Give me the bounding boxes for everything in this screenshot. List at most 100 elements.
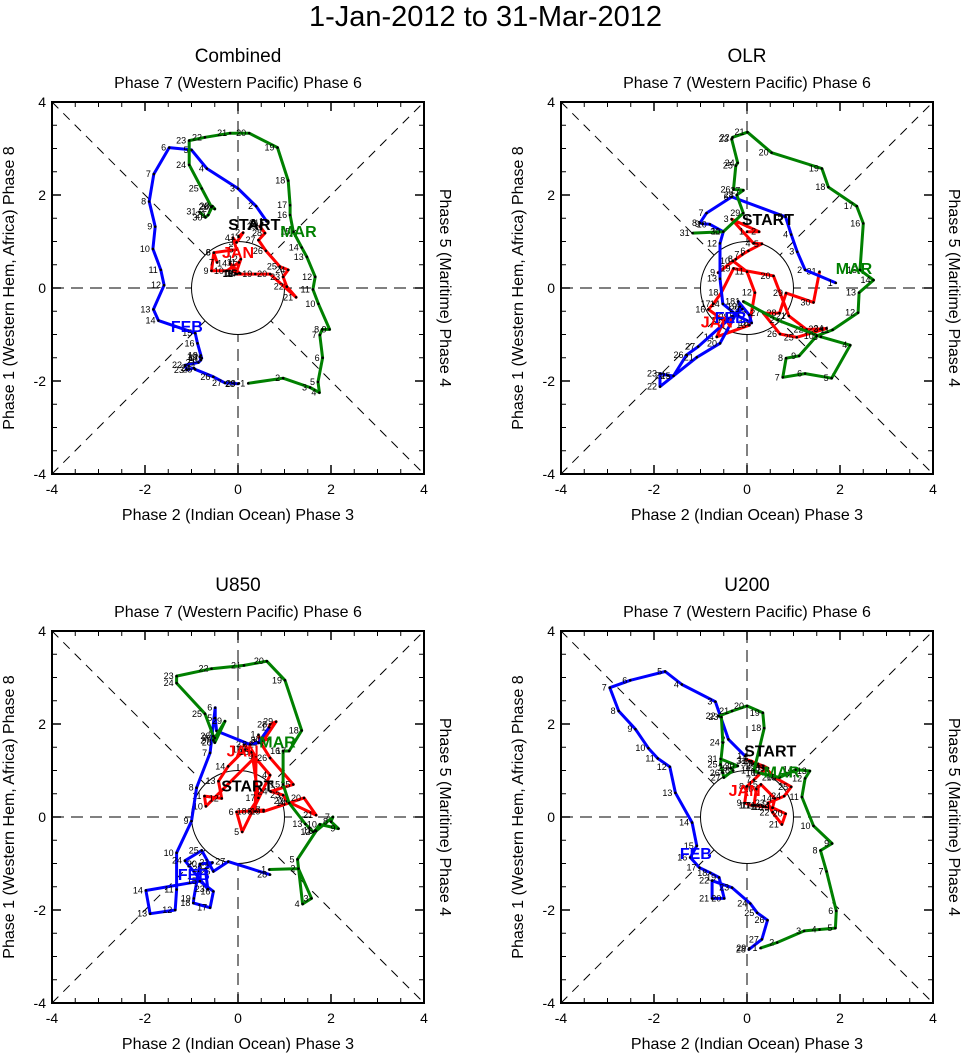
day-label: 22	[720, 132, 730, 142]
day-marker	[193, 331, 197, 335]
bottom-axis-label: Phase 2 (Indian Ocean) Phase 3	[631, 1036, 863, 1053]
y-tick-label: -2	[543, 373, 556, 389]
day-marker	[212, 375, 215, 379]
day-label: 9	[824, 839, 829, 849]
day-label: 23	[719, 883, 729, 893]
day-marker	[206, 213, 210, 217]
day-label: 9	[695, 219, 700, 229]
day-marker	[647, 746, 650, 750]
day-label: 14	[289, 243, 299, 253]
start-label: START	[228, 217, 280, 234]
day-marker	[658, 385, 662, 388]
day-label: 16	[277, 210, 287, 220]
day-label: 14	[710, 299, 720, 309]
day-marker	[820, 167, 824, 170]
day-marker	[834, 926, 837, 930]
day-marker	[200, 187, 204, 190]
day-marker	[782, 794, 786, 798]
month-label-feb: FEB	[715, 310, 747, 327]
day-marker	[157, 319, 160, 322]
day-marker	[747, 249, 750, 253]
day-marker	[223, 719, 227, 723]
day-label: 29	[718, 763, 728, 773]
day-label: 20	[759, 148, 769, 158]
y-tick-label: 2	[547, 716, 555, 732]
y-tick-label: 0	[38, 809, 46, 825]
day-marker	[205, 167, 209, 170]
day-marker	[217, 779, 220, 783]
day-label: 9	[248, 751, 253, 761]
day-marker	[148, 912, 152, 916]
day-marker	[318, 333, 322, 337]
day-marker	[198, 210, 201, 214]
day-marker	[831, 328, 834, 332]
day-marker	[254, 204, 258, 208]
day-marker	[285, 285, 289, 288]
day-marker	[300, 246, 304, 249]
day-label: 8	[611, 706, 616, 716]
day-marker	[819, 849, 822, 852]
day-marker	[288, 213, 292, 217]
day-marker	[262, 738, 265, 742]
day-marker	[198, 879, 202, 883]
day-label: 24	[710, 738, 720, 748]
day-label: 11	[303, 825, 312, 835]
day-label: 18	[750, 802, 760, 812]
day-label: 10	[800, 821, 810, 831]
day-marker	[766, 766, 770, 770]
day-label: 29	[195, 210, 205, 220]
day-label: 11	[820, 325, 829, 335]
day-marker	[750, 804, 753, 807]
day-marker	[265, 659, 269, 663]
day-label: 12	[228, 254, 238, 264]
day-marker	[262, 810, 265, 813]
day-label: 5	[207, 713, 212, 723]
day-marker	[741, 253, 744, 256]
day-marker	[818, 928, 821, 931]
day-label: 16	[739, 318, 749, 328]
day-marker	[215, 261, 219, 264]
day-marker	[764, 805, 767, 809]
day-label: 16	[223, 269, 233, 279]
day-marker	[812, 824, 815, 828]
day-label: 18	[708, 288, 718, 298]
day-label: 6	[161, 143, 166, 153]
day-label: 14	[860, 275, 870, 285]
day-label: 10	[635, 743, 645, 753]
x-tick-label: 4	[929, 481, 937, 497]
day-marker	[287, 801, 291, 805]
day-label: 6	[797, 369, 802, 379]
day-marker	[268, 723, 272, 726]
day-label: 2	[250, 738, 255, 748]
day-label: 10	[739, 800, 749, 810]
day-marker	[731, 769, 735, 772]
day-marker	[204, 867, 207, 871]
day-label: 19	[265, 143, 275, 153]
day-label: 27	[212, 378, 222, 388]
day-marker	[187, 163, 191, 167]
day-marker	[287, 749, 291, 753]
day-marker	[213, 207, 217, 211]
day-marker	[771, 811, 774, 814]
day-marker	[658, 372, 662, 375]
day-label: 8	[206, 248, 211, 258]
day-marker	[257, 796, 260, 800]
day-label: 10	[307, 819, 317, 829]
day-label: 1	[739, 227, 744, 237]
day-label: 3	[724, 214, 729, 224]
x-tick-label: -2	[139, 481, 152, 497]
day-marker	[690, 821, 694, 824]
month-label-feb: FEB	[171, 319, 203, 336]
day-marker	[634, 727, 637, 731]
day-label: 14	[217, 258, 227, 268]
day-marker	[329, 820, 333, 823]
day-marker	[748, 902, 752, 905]
y-tick-label: -2	[34, 902, 47, 918]
start-label: START	[742, 212, 794, 229]
day-label: 27	[200, 735, 210, 745]
day-marker	[714, 700, 717, 703]
day-label: 27	[215, 857, 225, 867]
day-label: 31	[736, 756, 746, 766]
day-label: 23	[195, 884, 205, 894]
day-marker	[781, 375, 785, 379]
